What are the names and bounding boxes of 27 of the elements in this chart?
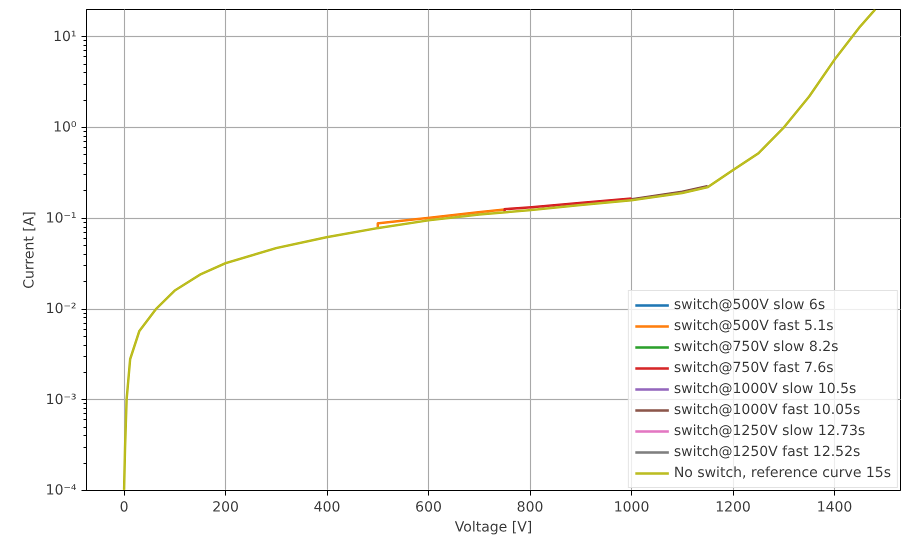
legend-label: switch@1250V slow 12.73s <box>674 423 866 439</box>
y-tick-label: 10⁻⁴ <box>46 482 77 498</box>
line-series <box>376 208 506 230</box>
legend-label: switch@500V fast 5.1s <box>674 318 834 334</box>
y-tick-label: 10⁰ <box>53 120 77 136</box>
x-tick-label: 0 <box>120 500 129 516</box>
y-tick-label: 10⁻¹ <box>46 210 77 226</box>
legend-label: No switch, reference curve 15s <box>674 465 891 481</box>
x-axis-title: Voltage [V] <box>454 520 532 536</box>
legend-label: switch@750V fast 7.6s <box>674 360 834 376</box>
x-tick-label: 1000 <box>614 500 650 516</box>
y-tick-label: 10⁻² <box>46 301 77 318</box>
legend-label: switch@1250V fast 12.52s <box>674 444 860 460</box>
x-tick-label: 200 <box>212 500 239 516</box>
x-tick-label: 1200 <box>715 500 751 516</box>
x-tick-label: 800 <box>516 500 544 516</box>
x-tick-label: 600 <box>415 500 442 516</box>
line-series <box>503 197 633 214</box>
legend-label: switch@1000V slow 10.5s <box>674 381 856 397</box>
y-tick-label: 10⁻³ <box>46 392 77 408</box>
legend-label: switch@750V slow 8.2s <box>674 339 838 355</box>
legend-label: switch@500V slow 6s <box>674 297 826 313</box>
y-axis-title: Current [A] <box>22 211 38 289</box>
y-tick-label: 10¹ <box>53 28 77 45</box>
legend-label: switch@1000V fast 10.05s <box>674 402 860 418</box>
x-tick-label: 400 <box>314 500 340 516</box>
x-tick-label: 1400 <box>816 500 852 516</box>
